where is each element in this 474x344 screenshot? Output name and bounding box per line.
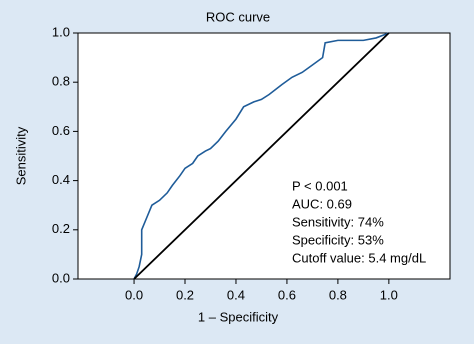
annotation: AUC: 0.69 <box>292 196 352 211</box>
x-tick-label: 0.2 <box>176 287 194 302</box>
annotation: P < 0.001 <box>292 178 348 193</box>
x-tick-label: 0.8 <box>329 287 347 302</box>
y-tick-label: 0.0 <box>52 270 70 285</box>
roc-curve <box>133 32 390 280</box>
plot-area <box>77 32 451 280</box>
x-tick-label: 0.0 <box>125 287 143 302</box>
y-tick-label: 1.0 <box>52 24 70 39</box>
x-axis-label: 1 – Specificity <box>198 309 279 324</box>
y-tick-label: 0.4 <box>52 172 70 187</box>
x-tick-label: 0.6 <box>278 287 296 302</box>
y-tick-label: 0.2 <box>52 221 70 236</box>
chart-title: ROC curve <box>206 9 270 24</box>
x-tick-label: 0.4 <box>227 287 245 302</box>
y-tick-label: 0.8 <box>52 74 70 89</box>
x-tick-label: 1.0 <box>380 287 398 302</box>
reference-line <box>133 32 390 280</box>
annotation: Sensitivity: 74% <box>292 214 384 229</box>
annotation: Cutoff value: 5.4 mg/dL <box>292 250 426 265</box>
annotation: Specificity: 53% <box>292 232 384 247</box>
y-axis-label: Sensitivity <box>13 126 28 185</box>
y-tick-label: 0.6 <box>52 123 70 138</box>
